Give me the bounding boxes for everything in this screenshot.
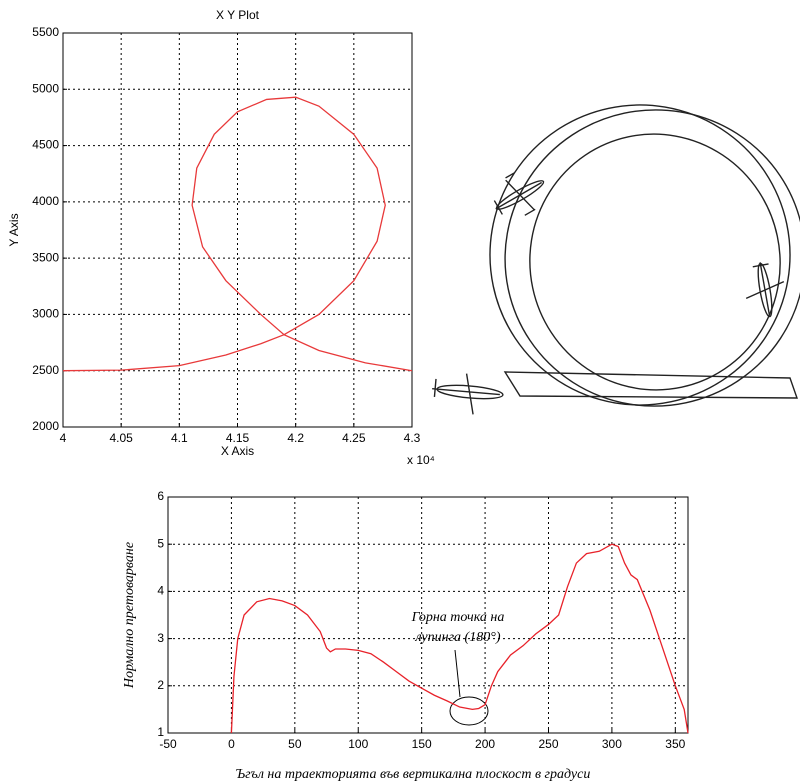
x-tick-label: 250 [538, 737, 558, 751]
y-tick-label: 3000 [32, 307, 59, 321]
y-tick-label: 4 [157, 584, 164, 598]
loop-outer [489, 104, 791, 406]
x-tick-label: 350 [665, 737, 685, 751]
x-tick-label: 150 [412, 737, 432, 751]
plane-bottom [432, 373, 504, 415]
x-tick-label: 4.3 [404, 431, 421, 445]
x-axis-label: X Axis [221, 444, 254, 458]
y-axis-label: Нормално претоварване [122, 542, 137, 689]
annotation-pointer [454, 649, 461, 698]
x-axis-label: Ъгъл на траекторията във вертикална плос… [236, 767, 591, 782]
plane-top [493, 172, 545, 216]
x-tick-label: 4.15 [226, 431, 250, 445]
loop-inner [529, 133, 781, 391]
plot-frame [167, 496, 689, 734]
x-tick-label: 300 [602, 737, 622, 751]
y-tick-label: 4500 [32, 138, 59, 152]
x-tick-label: 100 [348, 737, 368, 751]
runway [503, 371, 798, 399]
x-tick-label: -50 [159, 737, 177, 751]
y-tick-label: 2 [157, 678, 164, 692]
annotation: лупинга (180°) [415, 630, 501, 645]
annotation: Горна точка на [411, 610, 505, 625]
plane-right [745, 262, 785, 318]
chart-title: X Y Plot [216, 8, 260, 22]
y-tick-label: 4000 [32, 194, 59, 208]
y-tick-label: 3 [157, 631, 164, 645]
x-tick-label: 4.05 [109, 431, 133, 445]
x-multiplier: x 10⁴ [407, 453, 435, 467]
loop-illustration [432, 104, 800, 415]
plot-frame [62, 32, 413, 428]
x-tick-label: 4.1 [171, 431, 188, 445]
x-tick-label: 200 [475, 737, 495, 751]
data-line [230, 543, 689, 734]
x-tick-label: 0 [228, 737, 235, 751]
data-line [62, 96, 413, 372]
y-axis-label: Y Axis [7, 213, 21, 246]
y-tick-label: 5500 [32, 25, 59, 39]
x-tick-label: 50 [288, 737, 302, 751]
y-tick-label: 2000 [32, 419, 59, 433]
y-tick-label: 1 [157, 725, 164, 739]
y-tick-label: 5 [157, 536, 164, 550]
y-tick-label: 3500 [32, 250, 59, 264]
y-tick-label: 2500 [32, 363, 59, 377]
annotation-ellipse [449, 696, 489, 726]
y-tick-label: 5000 [32, 81, 59, 95]
x-tick-label: 4.25 [342, 431, 366, 445]
loop-outer-edge [504, 109, 800, 407]
y-tick-label: 6 [157, 489, 164, 503]
x-tick-label: 4 [60, 431, 67, 445]
x-tick-label: 4.2 [287, 431, 304, 445]
